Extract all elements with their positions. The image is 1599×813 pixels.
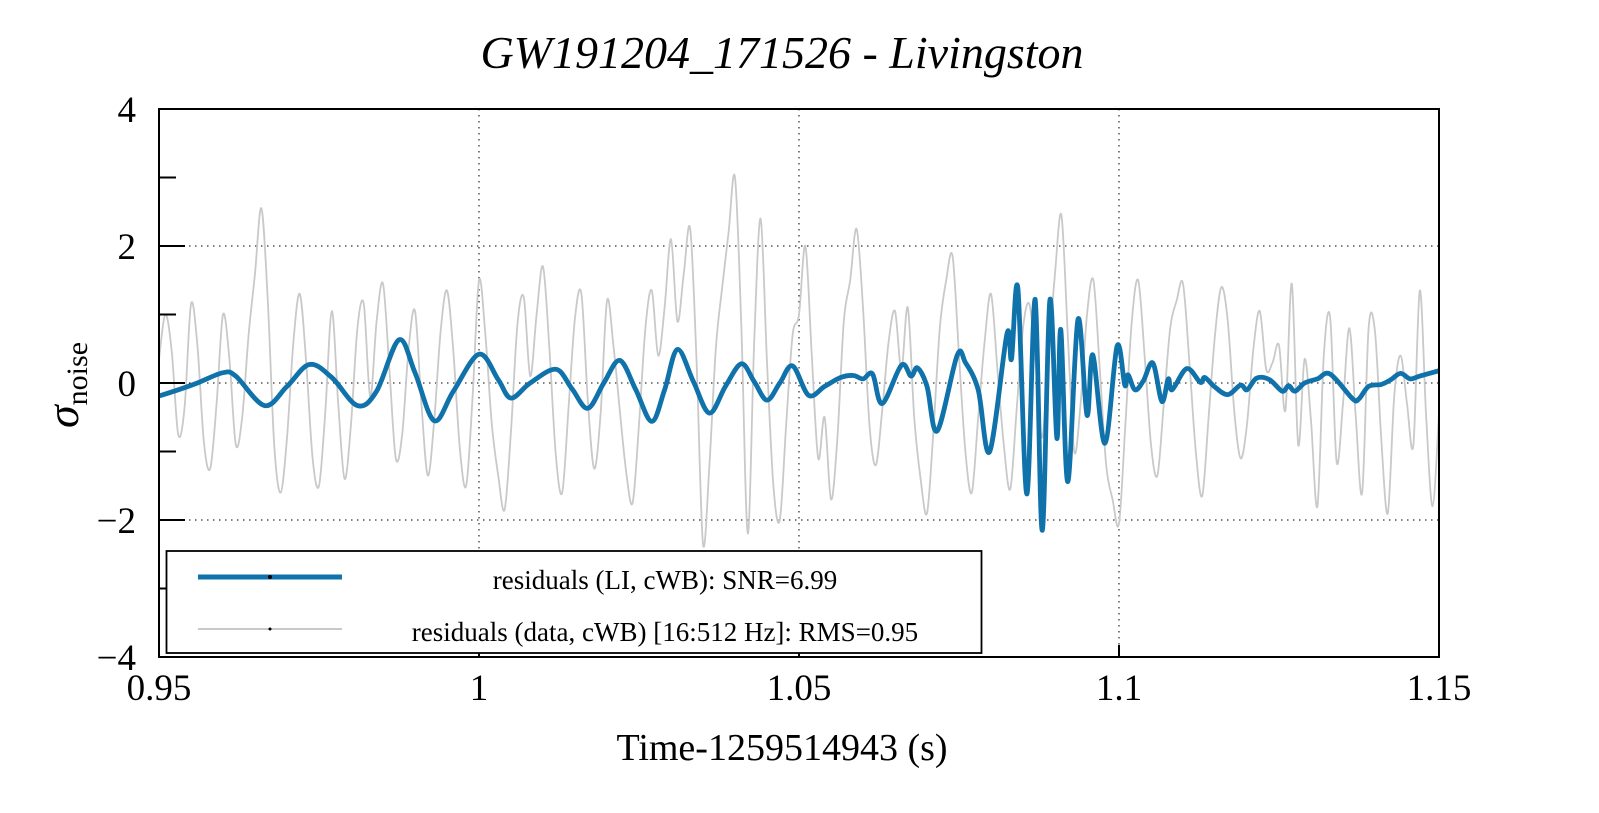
legend-label-li-residuals: residuals (LI, cWB): SNR=6.99: [493, 565, 837, 595]
legend-label-data-residuals: residuals (data, cWB) [16:512 Hz]: RMS=0…: [412, 617, 918, 647]
y-axis-title-subscript: noise: [61, 342, 94, 405]
y-tick-label--2: −2: [97, 501, 136, 542]
x-tick-label-0.95: 0.95: [127, 668, 192, 709]
y-axis-title-sigma: σ: [37, 403, 88, 428]
x-tick-label-1: 1: [470, 668, 489, 709]
x-tick-label-1.1: 1.1: [1096, 668, 1142, 709]
legend-marker-data-residuals: [268, 627, 272, 631]
y-axis-title: σnoise: [37, 342, 94, 428]
legend: residuals (LI, cWB): SNR=6.99 residuals …: [165, 550, 983, 654]
legend-box: [165, 550, 983, 654]
x-axis-title: Time-1259514943 (s): [616, 727, 947, 769]
tick-labels-layer: 0.95 1 1.05 1.1 1.15 −4 −2 0 2 4: [97, 90, 1472, 709]
y-tick-label-0: 0: [118, 364, 137, 405]
x-tick-label-1.15: 1.15: [1407, 668, 1472, 709]
legend-marker-li-residuals: [268, 575, 272, 579]
series-layer: [159, 173, 1439, 548]
chart-title: GW191204_171526 - Livingston: [480, 27, 1083, 78]
y-tick-label-2: 2: [118, 227, 137, 268]
li-residuals-line: [159, 282, 1439, 533]
ticks-layer: [158, 108, 1440, 658]
data-residuals-line: [159, 173, 1439, 548]
y-tick-label-4: 4: [118, 90, 137, 131]
x-tick-label-1.05: 1.05: [767, 668, 832, 709]
y-tick-label--4: −4: [97, 638, 136, 679]
